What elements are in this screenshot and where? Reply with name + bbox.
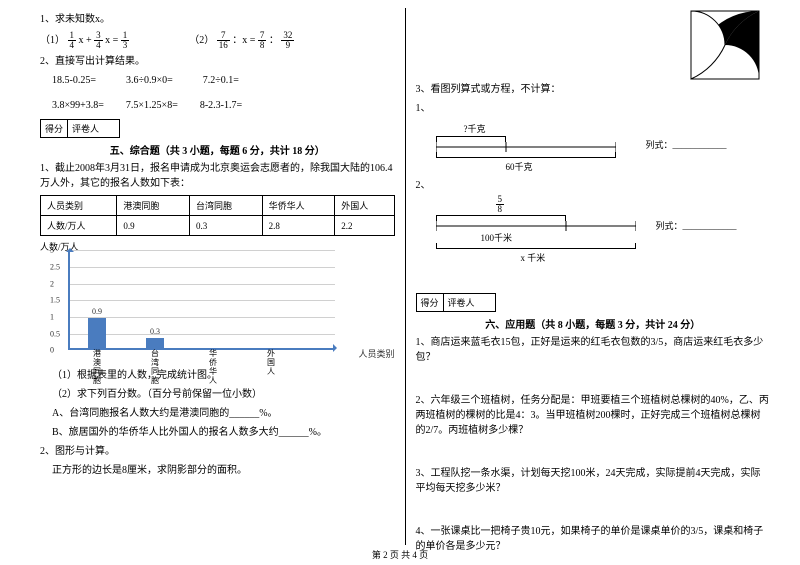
calc-row-2: 3.8×99+3.8= 7.5×1.25×8= 8-2.3-1.7=	[52, 98, 395, 113]
table-row: 人员类别 港澳同胞 台湾同胞 华侨华人 外国人	[41, 196, 395, 216]
calc-item: 7.5×1.25×8=	[126, 98, 178, 113]
calc-item: 8-2.3-1.7=	[200, 98, 242, 113]
arrow-right-icon	[333, 344, 341, 352]
chart-x-label: 人员类别	[358, 347, 394, 360]
s6-q3: 3、工程队挖一条水渠，计划每天挖100米，24天完成，实际提前4天完成，实际平均…	[416, 466, 771, 496]
table-cell: 人员类别	[41, 196, 117, 216]
fraction: 716	[217, 31, 230, 50]
d2-equation: 列式：____________	[656, 219, 737, 232]
d2-bottom-label: x 千米	[521, 251, 546, 264]
table-cell: 外国人	[335, 196, 394, 216]
score-box: 得分 评卷人	[416, 293, 496, 312]
chart-gridline	[70, 300, 335, 301]
section-6-title: 六、应用题（共 8 小题，每题 3 分，共计 24 分）	[416, 316, 771, 331]
calc-item: 3.8×99+3.8=	[52, 98, 104, 113]
chart-bar-label: 0.3	[150, 327, 160, 336]
chart-bar	[146, 338, 164, 348]
chart-tick: 1.5	[50, 296, 60, 305]
chart-gridline	[70, 334, 335, 335]
fraction: 13	[121, 31, 130, 50]
section-5-title: 五、综合题（共 3 小题，每题 6 分，共计 18 分）	[40, 142, 395, 157]
brace-bottom	[436, 243, 636, 249]
data-table: 人员类别 港澳同胞 台湾同胞 华侨华人 外国人 人数/万人 0.9 0.3 2.…	[40, 195, 395, 236]
fraction: 329	[281, 31, 294, 50]
brace-line-icon	[436, 142, 616, 152]
table-cell: 人数/万人	[41, 216, 117, 236]
diagram-1-label: 1、	[416, 101, 771, 116]
chart-tick: 0.5	[50, 329, 60, 338]
table-cell: 2.2	[335, 216, 394, 236]
table-cell: 0.3	[189, 216, 262, 236]
chart-tick: 2.5	[50, 262, 60, 271]
table-cell: 2.8	[262, 216, 335, 236]
sub-b: B、旅居国外的华侨华人比外国人的报名人数多大约______%。	[52, 425, 395, 440]
chart-tick: 0	[50, 346, 54, 355]
chart-gridline	[70, 267, 335, 268]
calc-item: 7.2÷0.1=	[203, 73, 239, 88]
q1-title: 1、求未知数x。	[40, 12, 395, 27]
bracket-diagram-2: 58 100千米 x 千米 列式：____________	[436, 201, 771, 257]
chart-tick: 3	[50, 246, 54, 255]
table-cell: 0.9	[117, 216, 190, 236]
eq1-label: （1）	[40, 35, 65, 46]
brace-bottom	[436, 152, 616, 158]
table-cell: 台湾同胞	[189, 196, 262, 216]
calc-row-1: 18.5-0.25= 3.6÷0.9×0= 7.2÷0.1=	[52, 73, 395, 88]
brace-line-icon	[436, 221, 636, 231]
table-cell: 港澳同胞	[117, 196, 190, 216]
chart-category-label: 台湾同胞	[149, 348, 161, 385]
chart-tick: 2	[50, 279, 54, 288]
chart-category-label: 华侨华人	[207, 348, 219, 385]
grader-label: 评卷人	[444, 294, 479, 311]
page-footer: 第 2 页 共 4 页	[0, 548, 800, 561]
bracket-diagram-1: ?千克 60千克 列式：____________	[436, 124, 771, 164]
eq2-label: （2）	[189, 35, 214, 46]
grader-label: 评卷人	[68, 120, 103, 137]
chart-category-label: 外国人	[265, 348, 277, 376]
chart-gridline	[70, 250, 335, 251]
equation-2: （2） 716 ：x = 78 ： 329	[189, 31, 294, 50]
score-label: 得分	[41, 120, 68, 137]
fraction: 34	[94, 31, 103, 50]
diagram-2-label: 2、	[416, 178, 771, 193]
leaf-shape-icon	[690, 10, 760, 80]
q2-title: 2、直接写出计算结果。	[40, 54, 395, 69]
chart-gridline	[70, 284, 335, 285]
s6-q2: 2、六年级三个班植树，任务分配是：甲班要植三个班植树总棵树的40%，乙、丙两班植…	[416, 393, 771, 438]
left-column: 1、求未知数x。 （1） 14 x + 34 x = 13 （2） 716 ：x…	[30, 8, 406, 545]
d2-top-fraction: 58	[496, 195, 505, 214]
sub-2: （2）求下列百分数。（百分号前保留一位小数）	[52, 387, 395, 402]
chart-axis: 00.511.522.530.9港澳同胞0.3台湾同胞华侨华人外国人	[68, 250, 335, 350]
right-column: 3、看图列算式或方程，不计算： 1、 ?千克 60千克 列式：_________…	[406, 8, 781, 545]
chart-bar	[88, 318, 106, 348]
equation-row: （1） 14 x + 34 x = 13 （2） 716 ：x = 78 ： 3…	[40, 31, 395, 50]
s5-q2: 2、图形与计算。	[40, 444, 395, 459]
q3-title: 3、看图列算式或方程，不计算：	[416, 82, 771, 97]
chart-gridline	[70, 317, 335, 318]
calc-item: 3.6÷0.9×0=	[126, 73, 173, 88]
score-box: 得分 评卷人	[40, 119, 120, 138]
s6-q1: 1、商店运来蓝毛衣15包，正好是运来的红毛衣包数的3/5，商店运来红毛衣多少包？	[416, 335, 771, 365]
equation-1: （1） 14 x + 34 x = 13	[40, 31, 129, 50]
table-cell: 华侨华人	[262, 196, 335, 216]
table-row: 人数/万人 0.9 0.3 2.8 2.2	[41, 216, 395, 236]
calc-item: 18.5-0.25=	[52, 73, 96, 88]
d1-top-label: ?千克	[464, 122, 486, 135]
bar-chart: 人数/万人 00.511.522.530.9港澳同胞0.3台湾同胞华侨华人外国人…	[40, 242, 395, 362]
chart-category-label: 港澳同胞	[91, 348, 103, 385]
score-label: 得分	[417, 294, 444, 311]
sub-a: A、台湾同胞报名人数大约是港澳同胞的______%。	[52, 406, 395, 421]
arrow-up-icon	[66, 244, 74, 252]
chart-bar-label: 0.9	[92, 307, 102, 316]
fraction: 78	[258, 31, 267, 50]
d1-equation: 列式：____________	[646, 138, 727, 151]
fraction: 14	[68, 31, 77, 50]
sub-1: （1）根据表里的人数，完成统计图。	[52, 368, 395, 383]
s5-q2-text: 正方形的边长是8厘米，求阴影部分的面积。	[52, 463, 395, 478]
chart-tick: 1	[50, 312, 54, 321]
d1-bottom-label: 60千克	[506, 160, 533, 173]
s5-q1: 1、截止2008年3月31日，报名申请成为北京奥运会志愿者的，除我国大陆的106…	[40, 161, 395, 191]
